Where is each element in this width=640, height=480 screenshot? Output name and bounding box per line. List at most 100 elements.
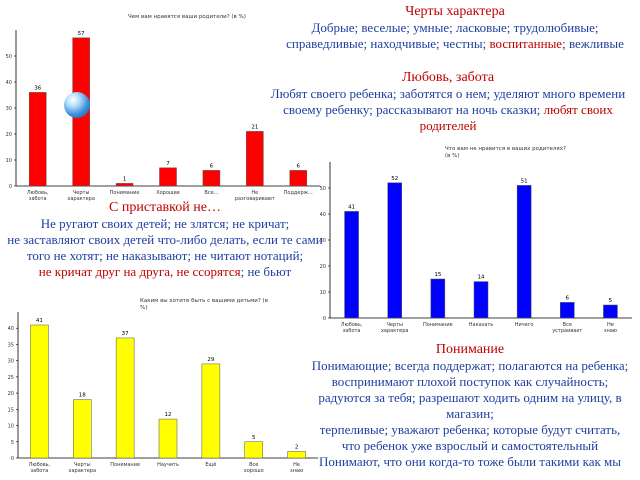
x-tick-label: забота (343, 328, 361, 334)
traits-line: справедливые; находчивые; честны; воспит… (270, 36, 640, 52)
y-tick-label: 30 (320, 238, 326, 244)
understanding-line: воспринимают плохой поступок как случайн… (331, 374, 609, 389)
y-tick-label: 20 (320, 264, 326, 270)
strict-line: Не ругают своих детей; не злятся; не кри… (40, 216, 290, 231)
bar (560, 302, 575, 319)
strict-heading: С приставкой не… (109, 200, 221, 215)
data-label: 6 (210, 163, 214, 169)
x-tick-label: Понимание (110, 462, 140, 468)
x-tick-label: характера (69, 468, 97, 474)
strict-line: не заставляют своих детей что-либо делат… (7, 232, 323, 247)
x-tick-label: забота (31, 468, 49, 474)
love-line: своему ребенку; рассказывают на ночь ска… (256, 102, 640, 134)
data-label: 29 (207, 357, 214, 363)
bar (158, 418, 178, 459)
x-tick-label: устраивает (552, 328, 582, 334)
x-tick-label: Хорошие (156, 190, 180, 196)
chart-yellow: Каким вы хотите быть с вашими детьми? (в… (8, 298, 318, 474)
bar (344, 211, 359, 319)
y-tick-label: 10 (6, 158, 12, 164)
x-tick-label: Все (563, 322, 572, 328)
chart-title: %) (140, 305, 147, 311)
data-label: 21 (251, 124, 258, 130)
bar (202, 170, 221, 187)
bar (115, 337, 135, 459)
data-label: 7 (166, 161, 170, 167)
y-tick-label: 30 (8, 359, 14, 365)
understanding-block: Понимание Понимающие; всегда поддержат; … (300, 342, 640, 470)
traits-line: Добрые; веселые; умные; ласковые; трудол… (311, 20, 599, 35)
data-label: 37 (122, 331, 129, 337)
y-tick-label: 25 (8, 375, 14, 381)
x-tick-label: Понимание (423, 322, 453, 328)
y-tick-label: 50 (6, 54, 12, 60)
traits-text: ; вежливые (562, 36, 624, 51)
data-label: 5 (609, 298, 613, 304)
x-tick-label: Любовь, (27, 190, 49, 196)
data-label: 18 (79, 393, 86, 399)
x-tick-label: Не (251, 190, 258, 196)
bar (28, 92, 47, 187)
x-tick-label: Наказать (469, 322, 494, 328)
y-tick-label: 10 (8, 424, 14, 430)
love-block: Любовь, забота Любят своего ребенка; заб… (256, 70, 640, 134)
x-tick-label: забота (29, 196, 47, 202)
bar (246, 131, 264, 187)
chart-title: Чем вам нравятся ваши родители? (в %) (128, 14, 246, 20)
y-tick-label: 50 (320, 186, 326, 192)
data-label: 14 (478, 275, 485, 281)
bar (73, 399, 92, 459)
strict-block: С приставкой не… Не ругают своих детей; … (0, 200, 330, 280)
love-heading: Любовь, забота (401, 70, 495, 85)
y-tick-label: 20 (8, 391, 14, 397)
x-tick-label: Не (293, 462, 300, 468)
data-label: 52 (391, 176, 398, 182)
bar (244, 441, 263, 459)
bar (516, 185, 532, 319)
x-tick-label: Не (607, 322, 614, 328)
data-label: 41 (36, 318, 43, 324)
x-tick-label: Поддерж... (284, 190, 314, 196)
understanding-line: Понимают, что они когда-то тоже были так… (318, 454, 622, 469)
understanding-line: Понимающие; всегда поддержат; полагаются… (311, 358, 629, 373)
x-tick-label: Ничего (515, 322, 534, 328)
x-tick-label: хорошо (244, 468, 264, 474)
strict-line: не кричат друг на друга, не ссорятся; не… (0, 264, 330, 280)
chart-title: Каким вы хотите быть с вашими детьми? (в (140, 298, 268, 304)
understanding-line: радуются за тебя; разрешают ходить одним… (318, 390, 622, 421)
bar (387, 182, 402, 319)
traits-block: Черты характера Добрые; веселые; умные; … (270, 4, 640, 52)
love-line: Любят своего ребенка; заботятся о нем; у… (270, 86, 626, 101)
understanding-line: что ребенок уже взрослый и самостоятельн… (341, 438, 599, 453)
chart-title: Что вам не нравится в ваших родителях? (445, 146, 566, 152)
strict-highlight: не кричат друг на друга, не ссорятся (38, 264, 241, 279)
bar (115, 183, 134, 187)
x-tick-label: характера (381, 328, 409, 334)
understanding-line: терпеливые; уважают ребенка; которые буд… (319, 422, 621, 437)
y-tick-label: 40 (6, 80, 12, 86)
strict-text: ; не бьют (240, 264, 292, 279)
x-tick-label: характера (67, 196, 95, 202)
data-label: 12 (165, 412, 172, 418)
chart-red: Чем вам нравятся ваши родители? (в %) 0 10… (6, 14, 320, 202)
x-tick-label: Любовь, (341, 322, 363, 328)
x-tick-label: Понимание (110, 190, 140, 196)
y-tick-label: 20 (6, 132, 12, 138)
traits-highlight: воспитанные (489, 36, 563, 51)
chart-blue: Что вам не нравится в ваших родителях?(в… (320, 146, 632, 334)
y-tick-label: 35 (8, 342, 14, 348)
x-tick-label: разговаривают (235, 196, 275, 202)
y-tick-label: 40 (320, 212, 326, 218)
bar (603, 304, 618, 319)
bar (289, 170, 308, 187)
x-tick-label: Все (249, 462, 258, 468)
decorative-sphere (64, 92, 90, 118)
bar (430, 278, 446, 319)
data-label: 57 (78, 31, 85, 37)
x-tick-label: Научить (157, 462, 179, 468)
bar (30, 324, 49, 459)
data-label: 36 (34, 85, 41, 91)
x-tick-label: Все... (204, 190, 218, 196)
x-tick-label: знаю (290, 468, 303, 474)
